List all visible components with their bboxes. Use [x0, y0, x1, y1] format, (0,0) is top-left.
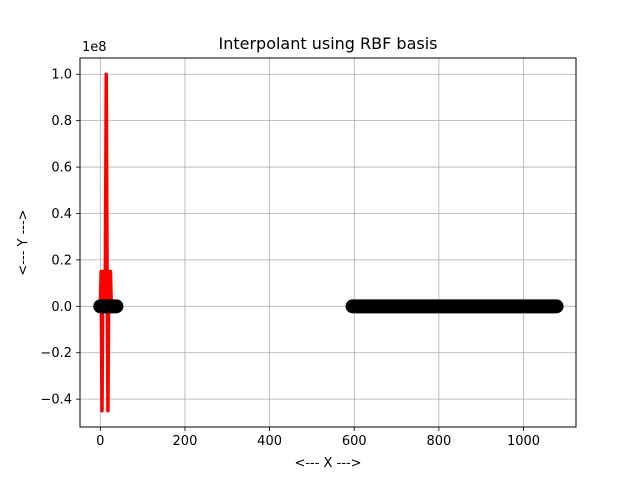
data-point-marker	[549, 299, 563, 313]
y-tick-label: 0.2	[51, 253, 72, 268]
y-tick-label: −0.2	[40, 346, 72, 361]
y-tick-label: 0.4	[51, 207, 72, 222]
y-tick-label: 0.6	[51, 161, 72, 176]
x-tick-label: 1000	[507, 434, 540, 449]
y-offset-text: 1e8	[82, 40, 107, 55]
x-axis-label: <--- X --->	[294, 456, 361, 471]
x-tick-label: 800	[426, 434, 451, 449]
x-tick-label: 400	[257, 434, 282, 449]
y-axis-ticks: −0.4 −0.2 0.0 0.2 0.4 0.6 0.8 1.0	[40, 68, 80, 408]
y-axis-label: <--- Y --->	[16, 209, 31, 275]
x-tick-label: 600	[342, 434, 367, 449]
x-axis-ticks: 0 200 400 600 800 1000	[96, 427, 540, 449]
series-layer	[93, 72, 564, 413]
grid	[80, 58, 576, 427]
y-tick-label: 0.8	[51, 114, 72, 129]
data-point-marker	[107, 299, 121, 313]
y-tick-label: −0.4	[40, 393, 72, 408]
x-tick-label: 200	[173, 434, 198, 449]
y-tick-label: 0.0	[51, 300, 72, 315]
y-tick-label: 1.0	[51, 68, 72, 83]
interpolant-line	[98, 72, 115, 413]
x-tick-label: 0	[96, 434, 104, 449]
chart-title: Interpolant using RBF basis	[218, 34, 437, 53]
plot-frame	[79, 57, 577, 428]
